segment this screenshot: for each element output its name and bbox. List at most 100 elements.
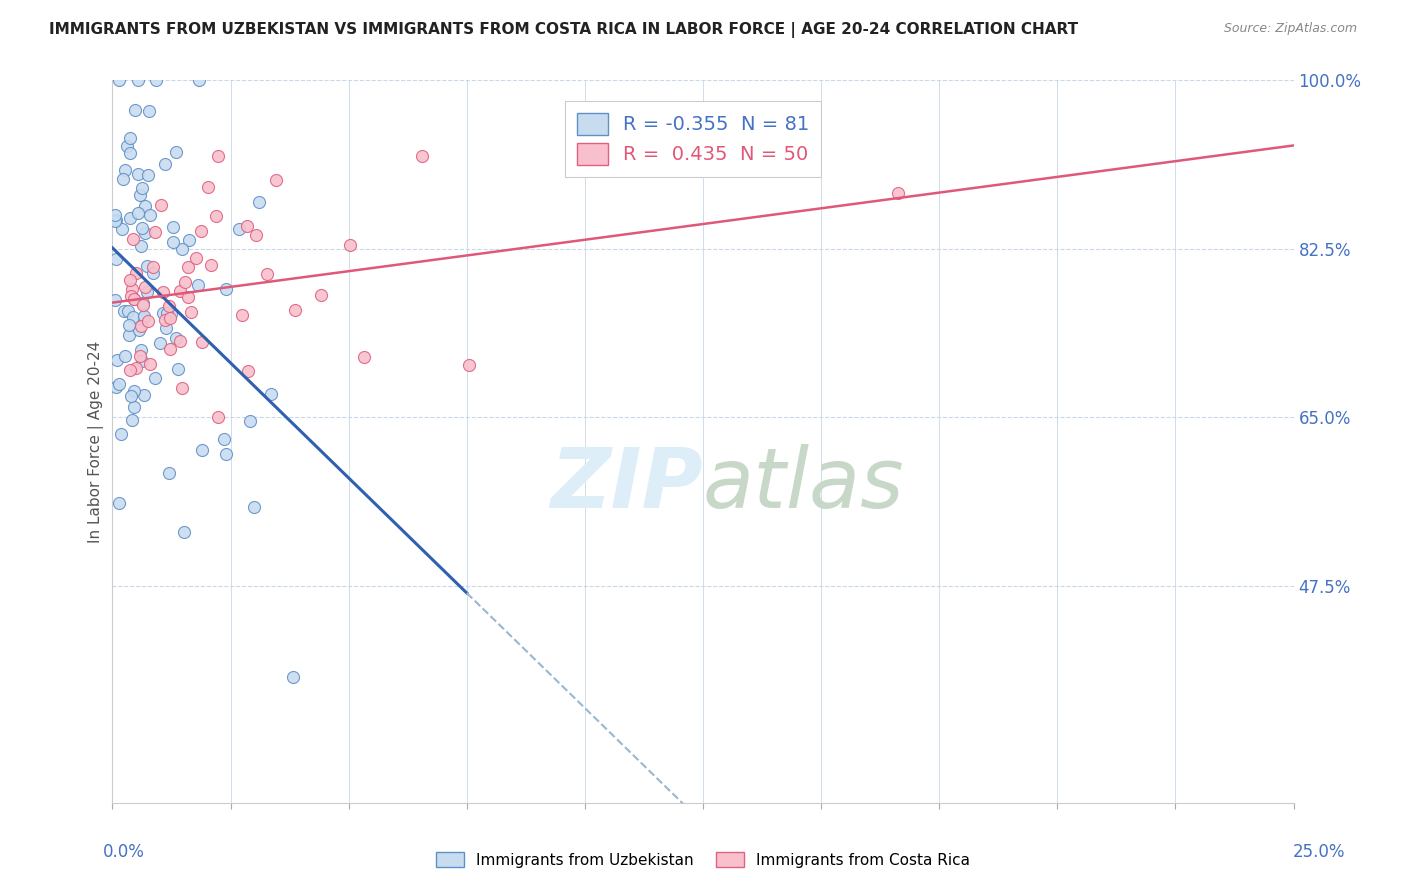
Point	[174, 275, 197, 289]
Point	[190, 224, 212, 238]
Text: Source: ZipAtlas.com: Source: ZipAtlas.com	[1223, 22, 1357, 36]
Point	[132, 309, 155, 323]
Point	[170, 243, 193, 257]
Point	[249, 194, 271, 209]
Point	[205, 209, 228, 223]
Y-axis label: In Labor Force | Age 20-24: In Labor Force | Age 20-24	[89, 341, 104, 542]
Point	[339, 238, 361, 252]
Point	[122, 292, 145, 306]
Text: atlas: atlas	[703, 444, 904, 525]
Point	[104, 213, 127, 227]
Point	[142, 260, 165, 274]
Point	[153, 157, 176, 171]
Point	[207, 410, 229, 425]
Point	[191, 334, 214, 349]
Point	[353, 351, 375, 365]
Point	[173, 525, 195, 540]
Point	[188, 73, 211, 87]
Point	[159, 311, 181, 326]
Point	[121, 413, 143, 427]
Point	[207, 149, 229, 163]
Point	[125, 361, 148, 376]
Point	[177, 290, 200, 304]
Point	[136, 285, 159, 299]
Point	[180, 305, 202, 319]
Point	[411, 149, 433, 163]
Point	[228, 222, 250, 236]
Point	[120, 273, 142, 287]
Point	[149, 198, 172, 212]
Point	[165, 145, 187, 160]
Point	[138, 104, 160, 119]
Point	[169, 334, 191, 348]
Point	[162, 220, 184, 235]
Point	[139, 357, 162, 371]
Legend: R = -0.355  N = 81, R =  0.435  N = 50: R = -0.355 N = 81, R = 0.435 N = 50	[565, 101, 821, 177]
Point	[118, 318, 141, 332]
Point	[120, 389, 142, 403]
Point	[131, 221, 153, 235]
Point	[155, 320, 177, 334]
Point	[105, 213, 128, 227]
Point	[127, 167, 149, 181]
Point	[112, 172, 135, 186]
Point	[124, 400, 146, 414]
Point	[128, 187, 150, 202]
Point	[149, 335, 172, 350]
Point	[131, 180, 153, 194]
Point	[143, 225, 166, 239]
Point	[120, 211, 142, 226]
Point	[124, 292, 146, 306]
Point	[110, 427, 132, 442]
Point	[243, 500, 266, 514]
Point	[167, 361, 190, 376]
Point	[129, 318, 152, 333]
Point	[108, 376, 131, 391]
Point	[120, 289, 142, 303]
Point	[111, 221, 134, 235]
Point	[129, 349, 152, 363]
Text: ZIP: ZIP	[550, 444, 703, 525]
Point	[132, 297, 155, 311]
Point	[117, 328, 139, 343]
Point	[264, 173, 287, 187]
Point	[215, 447, 238, 461]
Point	[197, 180, 219, 194]
Point	[238, 364, 260, 378]
Point	[309, 288, 332, 302]
Point	[136, 168, 159, 182]
Point	[187, 277, 209, 292]
Point	[122, 310, 145, 324]
Point	[143, 371, 166, 385]
Point	[162, 235, 184, 249]
Point	[122, 231, 145, 245]
Point	[117, 304, 139, 318]
Point	[120, 363, 142, 377]
Point	[160, 307, 183, 321]
Point	[134, 199, 156, 213]
Point	[139, 208, 162, 222]
Point	[236, 219, 259, 234]
Point	[157, 299, 180, 313]
Point	[159, 342, 181, 356]
Text: 0.0%: 0.0%	[103, 843, 145, 861]
Point	[231, 308, 253, 322]
Point	[104, 252, 127, 266]
Point	[170, 381, 193, 395]
Point	[134, 227, 156, 241]
Point	[117, 138, 139, 153]
Point	[125, 266, 148, 280]
Point	[166, 331, 188, 345]
Point	[105, 380, 128, 394]
Point	[238, 414, 260, 428]
Point	[114, 162, 136, 177]
Point	[179, 233, 201, 247]
Point	[256, 268, 278, 282]
Point	[214, 432, 236, 446]
Point	[112, 304, 135, 318]
Point	[108, 73, 131, 87]
Point	[152, 285, 174, 299]
Point	[127, 206, 149, 220]
Point	[153, 313, 176, 327]
Point	[104, 208, 127, 222]
